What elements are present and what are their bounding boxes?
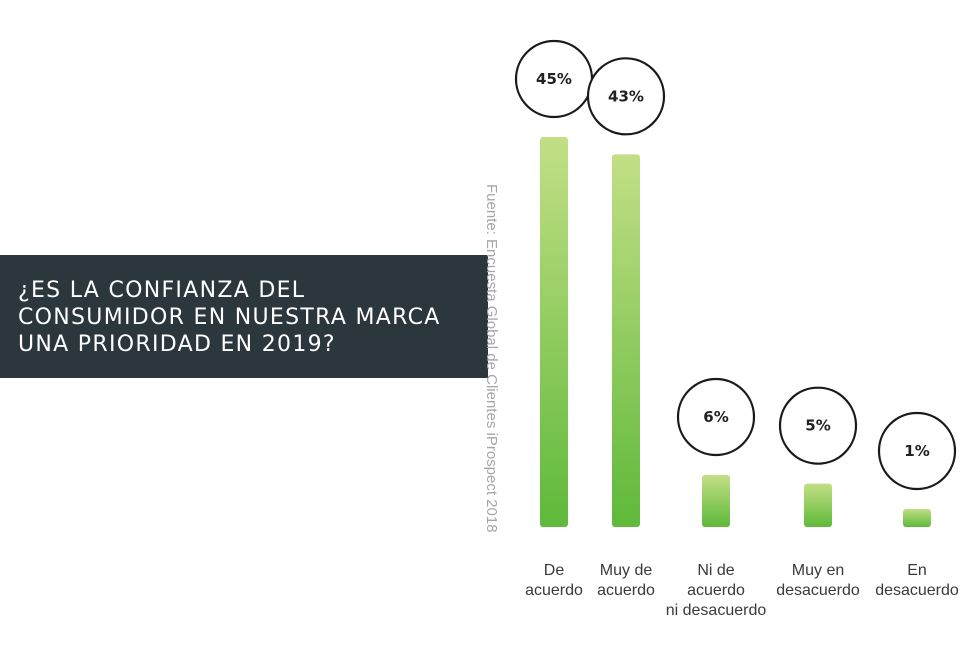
- category-label-line: acuerdo: [597, 582, 655, 599]
- title-line-2: CONSUMIDOR EN NUESTRA MARCA: [18, 305, 441, 330]
- bar-0: [540, 137, 568, 527]
- value-label-1: 43%: [608, 87, 644, 105]
- bar-4: [903, 509, 931, 527]
- category-label-line: desacuerdo: [875, 582, 959, 599]
- title-line-3: UNA PRIORIDAD EN 2019?: [18, 332, 336, 357]
- value-circle-3: [778, 386, 858, 465]
- value-circle-4: [877, 411, 957, 491]
- bar-1: [612, 154, 640, 528]
- category-label-2: Ni de acuerdo ni desacuerdo: [666, 562, 767, 619]
- category-label-4: En desacuerdo: [875, 562, 959, 599]
- title-line-1: ¿ES LA CONFIANZA DEL: [18, 278, 306, 303]
- value-label-3: 5%: [805, 417, 830, 435]
- category-label-line: Muy de: [600, 562, 653, 579]
- category-label-3: Muy en desacuerdo: [776, 562, 860, 599]
- category-label-line: acuerdo: [525, 582, 583, 599]
- value-label-0: 45%: [536, 70, 572, 88]
- category-label-line: Ni de: [697, 562, 734, 579]
- title-banner: ¿ES LA CONFIANZA DEL CONSUMIDOR EN NUEST…: [0, 255, 488, 378]
- bar-2: [702, 475, 730, 527]
- category-label-line: Muy en: [792, 562, 844, 579]
- value-label-2: 6%: [703, 408, 728, 426]
- value-circle-1: [586, 57, 666, 136]
- category-label-line: acuerdo: [687, 582, 745, 599]
- value-circle-2: [676, 377, 756, 457]
- bar-3: [804, 483, 832, 527]
- category-label-line: En: [907, 562, 927, 579]
- category-label-0: De acuerdo: [525, 562, 583, 599]
- category-label-line: De: [544, 562, 565, 579]
- value-label-4: 1%: [904, 442, 929, 460]
- category-label-line: desacuerdo: [776, 582, 860, 599]
- category-label-line: ni desacuerdo: [666, 602, 767, 619]
- category-label-1: Muy de acuerdo: [597, 562, 655, 599]
